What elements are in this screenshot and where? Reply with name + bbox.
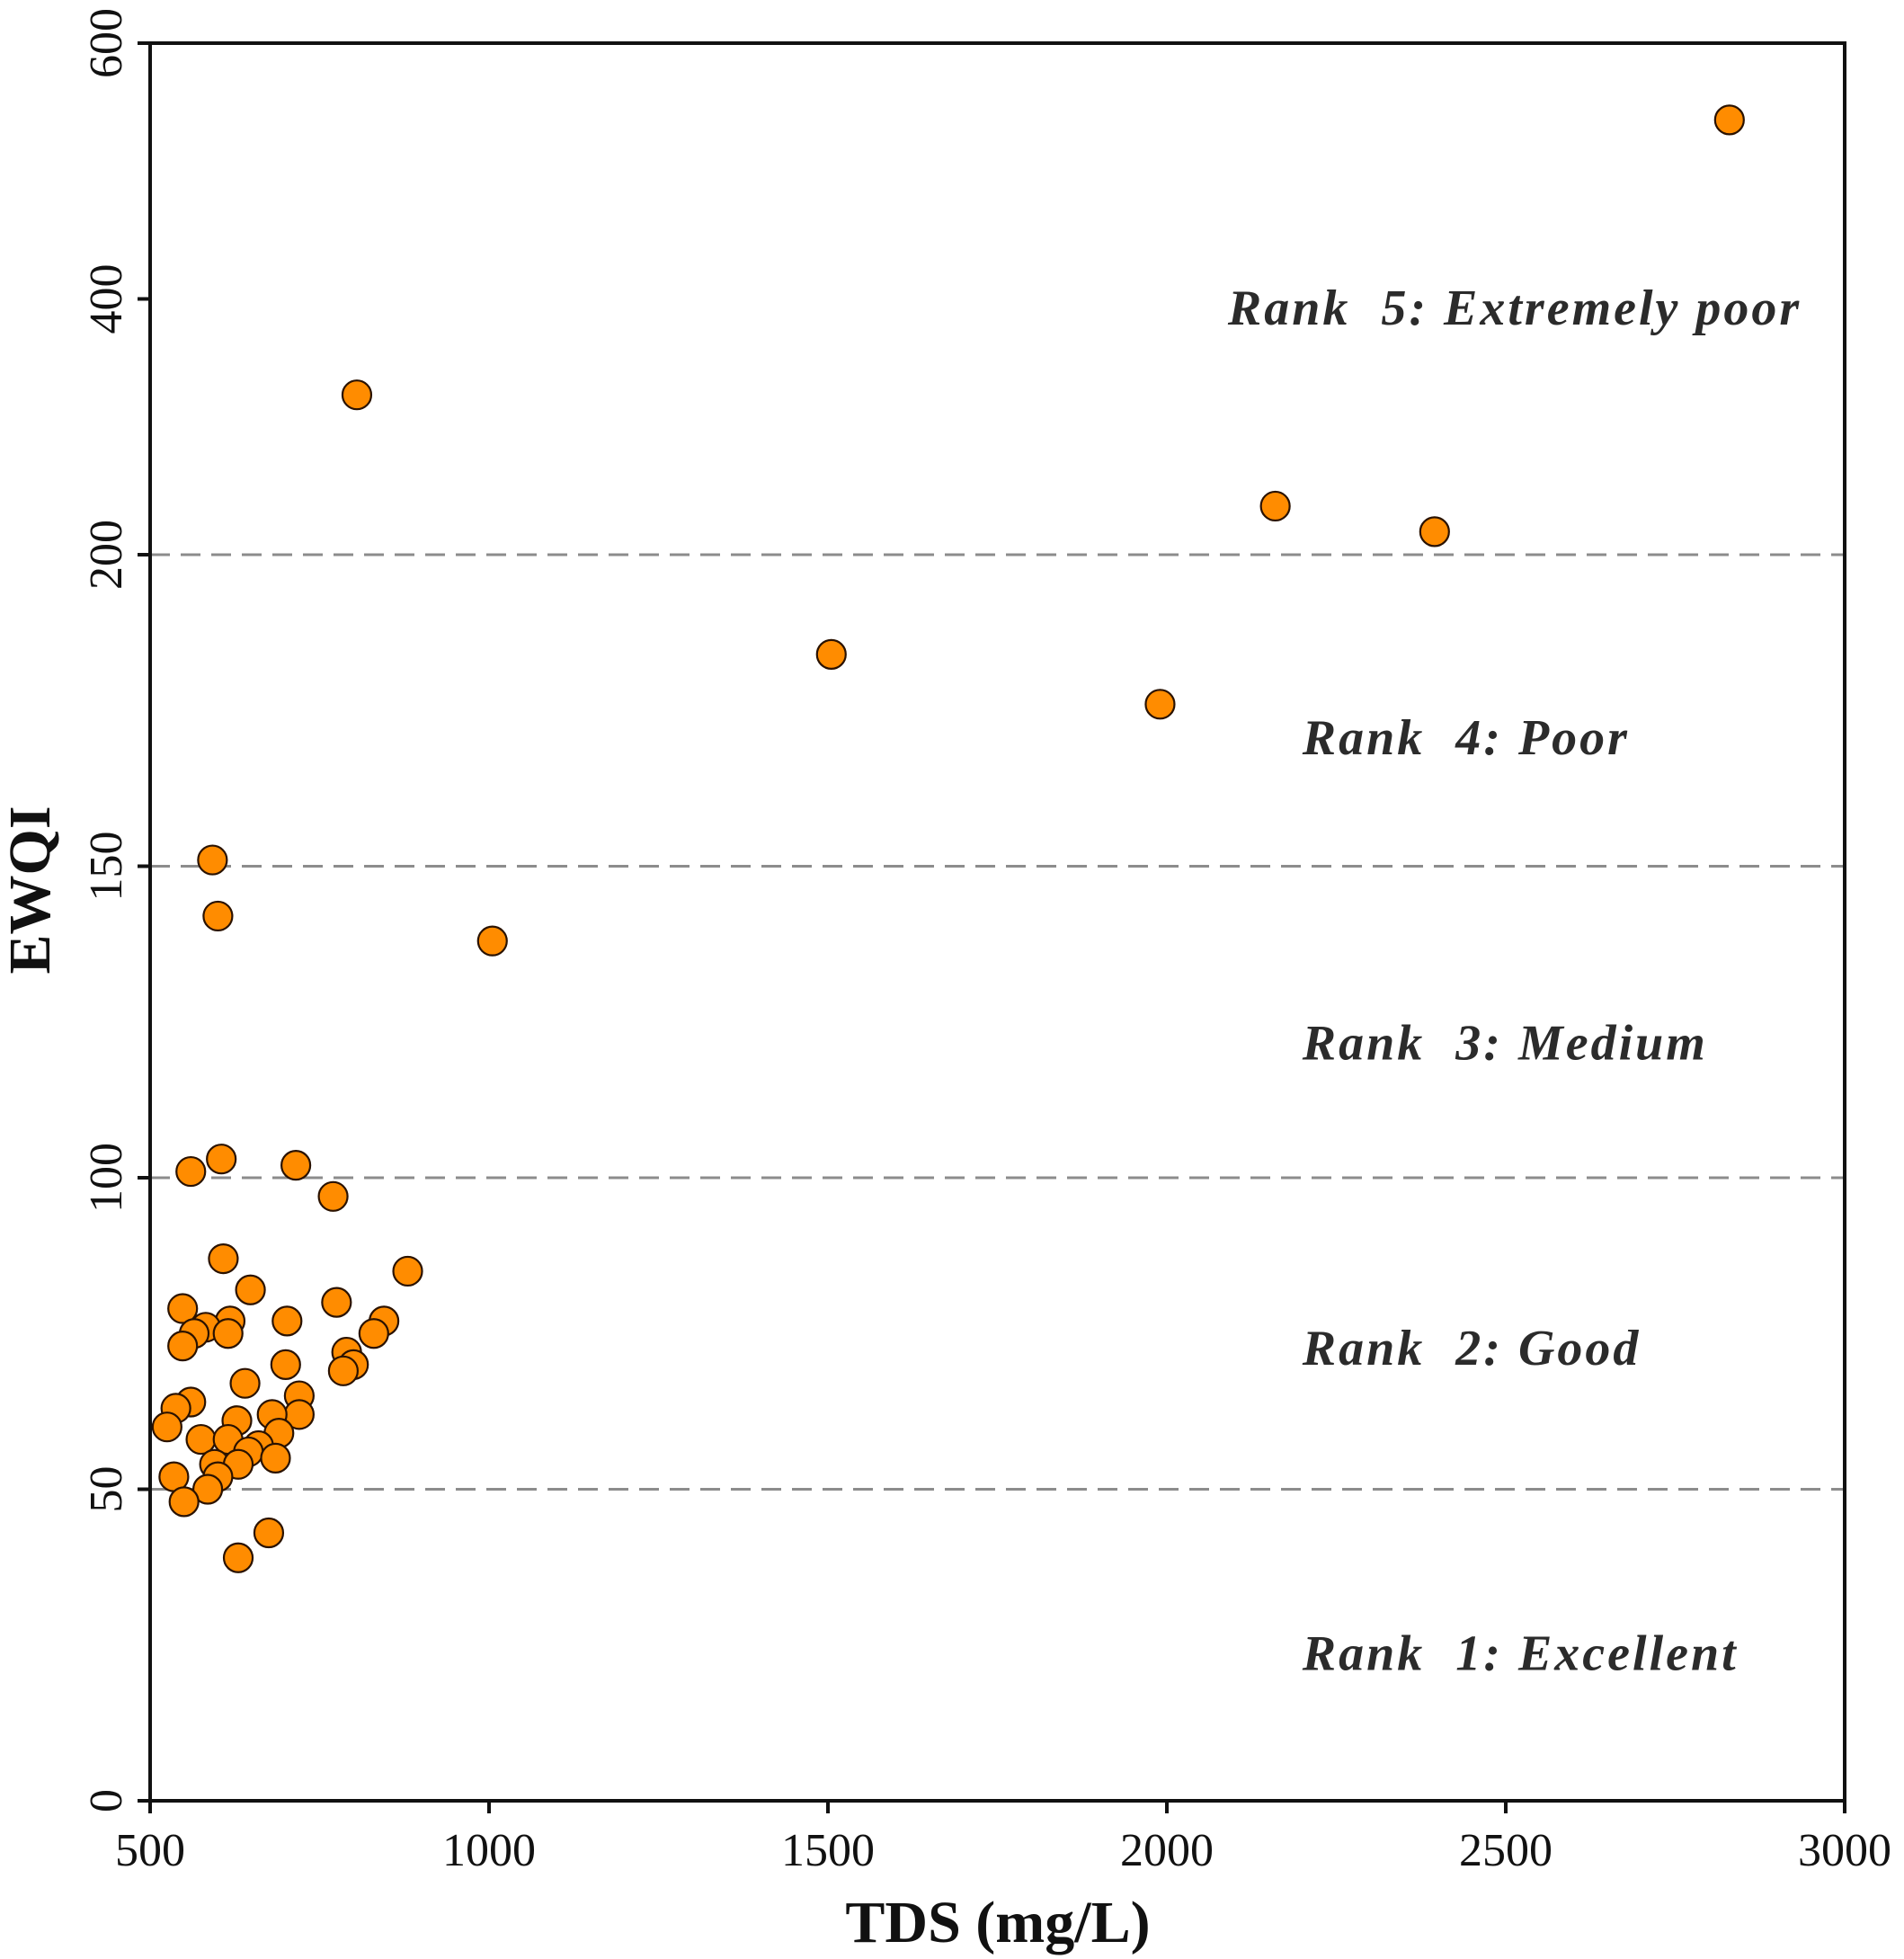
data-point [476,925,508,957]
x-tick-label: 1000 [442,1825,536,1876]
plot-area-frame [148,41,1846,1803]
y-axis-title: EWQI [0,806,63,974]
data-point [222,1542,254,1573]
y-tick-label: 150 [81,832,132,902]
data-point [321,1287,352,1318]
rank-threshold-lines [150,553,1845,1491]
rank-label-2: Rank 2: Good [1302,1321,1642,1376]
x-tick-label: 2500 [1459,1825,1553,1876]
rank-label-5: Rank 5: Extremely poor [1227,280,1802,336]
rank-label-3: Rank 3: Medium [1302,1015,1708,1071]
rank-label-4: Rank 4: Poor [1302,710,1630,766]
y-tick-label: 600 [81,8,132,78]
data-point [197,844,228,876]
data-point [229,1367,261,1399]
data-point [202,900,234,932]
data-point [327,1355,359,1386]
x-axis: 500 1000 1500 2000 2500 3000 [115,1801,1891,1876]
data-point [167,1331,199,1362]
x-tick-label: 3000 [1798,1825,1891,1876]
data-point [341,379,373,411]
data-point [168,1486,200,1518]
data-point [358,1318,389,1349]
data-point [191,1474,224,1505]
y-tick-label: 0 [81,1789,132,1812]
data-point [270,1349,301,1381]
data-points [151,104,1745,1573]
data-point [1144,689,1176,720]
data-point [151,1411,182,1443]
data-point [260,1442,291,1474]
x-tick-label: 1500 [781,1825,875,1876]
x-axis-title: TDS (mg/L) [845,1890,1150,1955]
data-point [815,638,847,670]
data-point [206,1144,237,1175]
x-tick-label: 500 [115,1825,185,1876]
y-tick-label: 50 [81,1466,132,1513]
rank-label-1: Rank 1: Excellent [1302,1625,1739,1681]
data-point [175,1155,207,1188]
data-point [253,1517,285,1549]
data-point [235,1274,266,1305]
data-point [280,1150,312,1181]
data-point [392,1255,423,1287]
y-tick-label: 200 [81,520,132,590]
x-tick-label: 2000 [1120,1825,1214,1876]
data-point [167,1293,199,1324]
data-point [208,1242,239,1275]
data-point [1259,490,1291,522]
rank-labels: Rank 1: Excellent Rank 2: Good Rank 3: Med… [1227,280,1802,1682]
data-point [1713,104,1745,136]
data-point [212,1318,244,1349]
data-point [1419,516,1450,548]
data-point [271,1305,303,1337]
y-axis: 0 50 100 150 200 400 600 [81,8,150,1812]
y-tick-label: 400 [81,264,132,334]
y-tick-label: 100 [81,1143,132,1213]
data-point [317,1180,349,1212]
